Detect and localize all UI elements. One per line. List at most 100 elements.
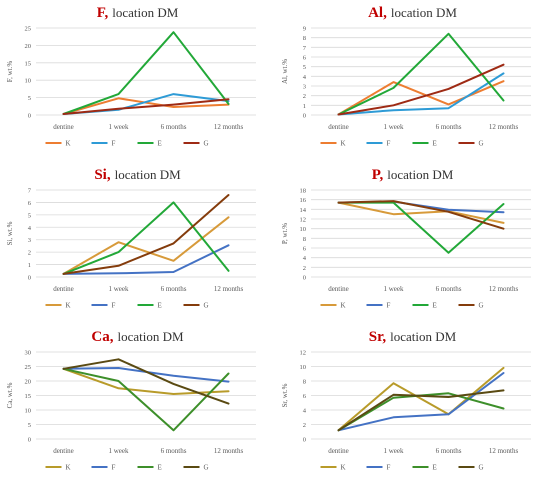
y-tick-label: 1 [28,262,31,269]
y-tick-label: 10 [300,226,307,233]
y-tick-label: 4 [303,74,307,81]
y-tick-label: 30 [25,350,32,357]
y-tick-label: 7 [303,45,307,52]
y-tick-label: 5 [28,422,31,429]
x-tick-label: 1 week [383,447,404,455]
y-tick-label: 10 [300,364,307,371]
x-tick-label: 1 week [108,447,129,455]
legend-label: F [387,302,391,310]
x-tick-label: 12 months [489,285,519,293]
y-tick-label: 3 [28,237,31,244]
y-tick-label: 0 [303,113,306,120]
y-tick-label: 5 [28,212,31,219]
x-tick-label: 12 months [489,447,519,455]
y-tick-label: 8 [303,35,306,42]
y-axis-label: Si, wt.% [6,221,14,245]
y-tick-label: 15 [25,393,32,400]
legend-label: E [433,140,437,148]
y-axis-label: P, wt.% [281,223,289,244]
chart-title: Sr, location DM [369,329,457,345]
series-line-k [337,366,505,432]
legend-label: K [66,302,71,310]
chart-title-location: location DM [391,5,458,20]
x-tick-label: 1 week [108,123,129,131]
y-tick-label: 0 [303,437,306,444]
y-tick-label: 20 [25,379,32,386]
y-tick-label: 6 [303,246,307,253]
chart-title: Ca, location DM [91,329,184,345]
y-tick-label: 9 [303,26,306,33]
x-tick-label: dentine [53,123,74,131]
chart-title: Al, location DM [368,5,457,21]
legend-label: K [341,464,346,472]
y-tick-label: 14 [300,207,307,214]
y-tick-label: 12 [300,217,307,224]
legend-label: F [112,464,116,472]
x-tick-label: 12 months [214,447,244,455]
y-tick-label: 2 [303,93,306,100]
x-tick-label: 12 months [214,123,244,131]
y-tick-label: 1 [303,103,306,110]
chart-si: Si, location DM 0 1 2 3 4 5 6 7 Si, wt.% dentine 1 w… [6,167,256,310]
x-tick-label: 6 months [436,123,462,131]
series-line-k [62,216,230,275]
legend-label: F [387,140,391,148]
y-tick-label: 18 [300,188,307,195]
legend-label: G [479,140,484,148]
y-tick-label: 6 [303,393,307,400]
chart-title: F, location DM [97,5,179,21]
chart-title: P, location DM [372,167,454,183]
legend-label: E [433,302,437,310]
y-tick-label: 2 [28,250,31,257]
x-tick-label: 1 week [383,285,404,293]
y-tick-label: 4 [28,225,32,232]
y-tick-label: 12 [300,350,307,357]
x-tick-label: 6 months [436,447,462,455]
series-line-f [62,244,230,275]
y-tick-label: 5 [303,64,306,71]
chart-f: F, location DM 0 5 10 15 20 25 F, wt.% dentine 1 w… [6,5,256,148]
chart-title-element: F, [97,5,109,21]
series-line-k [62,367,230,395]
y-tick-label: 10 [25,408,32,415]
legend-label: G [479,464,484,472]
y-axis-label: Ca, wt.% [6,382,14,408]
y-tick-label: 0 [28,437,31,444]
y-tick-label: 6 [303,55,307,62]
y-tick-label: 4 [303,255,307,262]
y-tick-label: 8 [303,379,306,386]
x-tick-label: dentine [328,123,349,131]
x-tick-label: 6 months [161,123,187,131]
legend-label: E [158,302,162,310]
y-tick-label: 25 [25,364,32,371]
y-tick-label: 0 [303,275,306,282]
y-axis-label: Sr, wt.% [281,383,289,407]
series-line-e [62,31,230,115]
series-line-g [337,63,505,116]
chart-title-location: location DM [115,167,182,182]
legend-label: G [204,464,209,472]
legend-label: G [479,302,484,310]
chart-al: Al, location DM 0 1 2 3 4 5 6 7 8 9 Al, wt.% dentine 1… [281,5,531,148]
x-tick-label: dentine [328,447,349,455]
y-tick-label: 20 [25,43,32,50]
series-line-g [62,194,230,275]
chart-title-element: Ca, [91,329,113,345]
chart-title: Si, location DM [94,167,181,183]
x-tick-label: 6 months [436,285,462,293]
legend-label: K [341,140,346,148]
y-tick-label: 15 [25,60,32,67]
y-tick-label: 8 [303,236,306,243]
x-tick-label: 1 week [383,123,404,131]
y-axis-label: Al, wt.% [281,59,289,84]
x-tick-label: dentine [53,285,74,293]
x-tick-label: 1 week [108,285,129,293]
legend-label: G [204,140,209,148]
series-line-e [337,32,505,116]
x-tick-label: 12 months [489,123,519,131]
y-tick-label: 0 [28,113,31,120]
y-tick-label: 10 [25,78,32,85]
chart-title-location: location DM [112,5,179,20]
legend-label: K [66,140,71,148]
